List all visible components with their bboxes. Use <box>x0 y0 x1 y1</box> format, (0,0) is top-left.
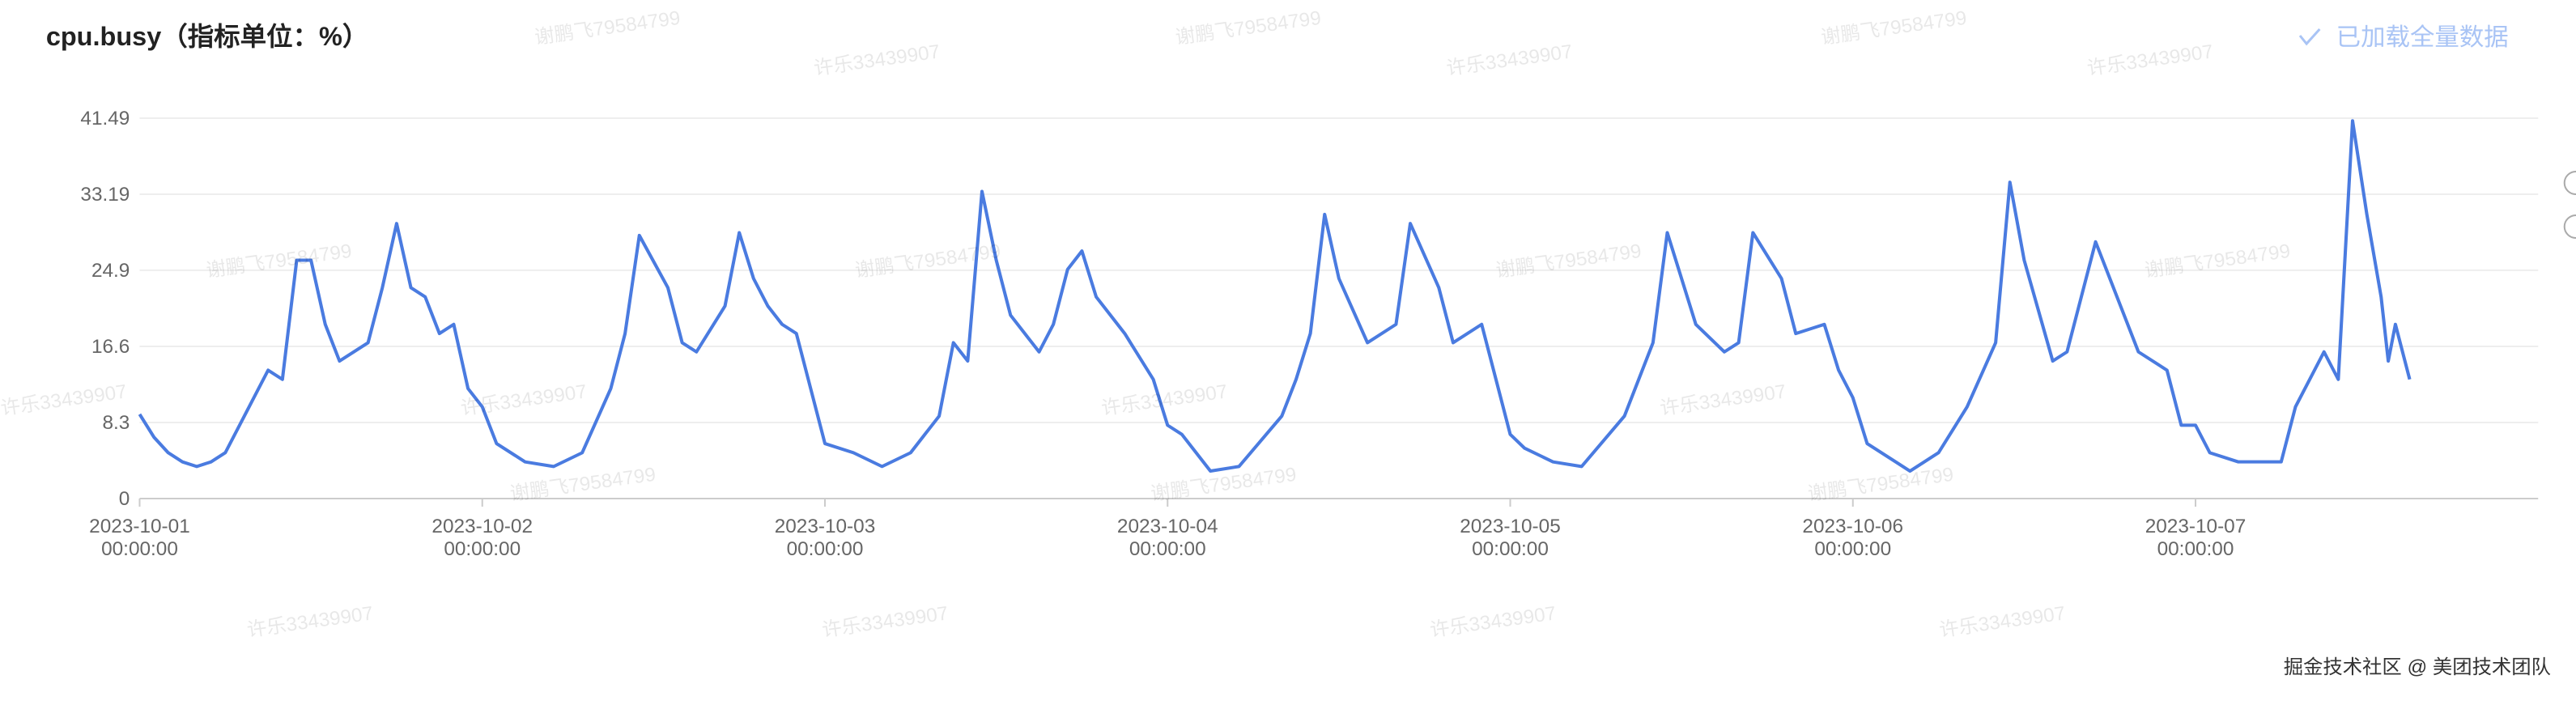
x-tick-label: 2023-10-03 00:00:00 <box>774 515 876 560</box>
footer: 掘金技术社区 @ 美团技术团队 <box>2284 656 2551 678</box>
y-tick-label: 8.3 <box>102 412 130 434</box>
y-tick-label: 16.6 <box>91 336 130 358</box>
x-tick-label: 2023-10-02 00:00:00 <box>431 515 533 560</box>
check-icon <box>2298 28 2321 46</box>
y-tick-label: 0 <box>119 488 130 510</box>
x-tick-label: 2023-10-05 00:00:00 <box>1460 515 1561 560</box>
x-tick-label: 2023-10-04 00:00:00 <box>1116 515 1218 560</box>
y-tick-label: 24.9 <box>91 260 130 282</box>
status-button[interactable]: 已加载全量数据 <box>2336 23 2509 51</box>
zoom-out[interactable] <box>2563 214 2576 239</box>
x-tick-label: 2023-10-01 00:00:00 <box>89 515 190 560</box>
x-tick-label: 2023-10-06 00:00:00 <box>1802 515 1904 560</box>
zoom-in[interactable] <box>2563 171 2576 195</box>
chart-title: cpu.busy（指标单位：%） <box>46 22 368 51</box>
y-tick-label: 33.19 <box>80 184 130 206</box>
y-tick-label: 41.49 <box>80 108 130 129</box>
x-tick-label: 2023-10-07 00:00:00 <box>2145 515 2247 560</box>
line <box>138 119 2412 473</box>
